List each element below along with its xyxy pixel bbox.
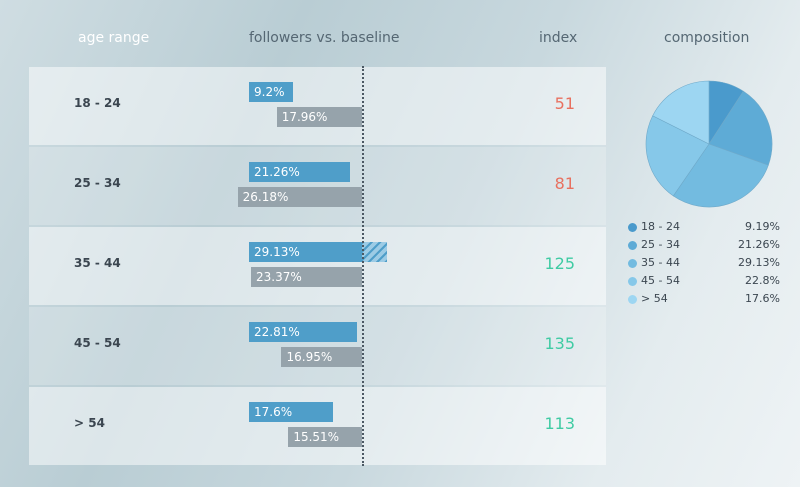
table-row: 18 - 24 9.2% 17.96% 51 xyxy=(29,67,606,145)
legend-item: 25 - 34 21.26% xyxy=(628,237,780,255)
table-row: > 54 17.6% 15.51% 113 xyxy=(29,387,606,465)
legend-label: 25 - 34 xyxy=(641,238,680,251)
followers-bar-fill xyxy=(249,322,358,342)
index-value: 135 xyxy=(544,334,575,353)
baseline-divider xyxy=(362,66,364,466)
legend-item: 35 - 44 29.13% xyxy=(628,255,780,273)
baseline-bar: 17.96% xyxy=(276,107,362,127)
pie-slice xyxy=(672,143,769,208)
pie-slice xyxy=(652,80,710,145)
age-range-label: > 54 xyxy=(74,416,105,430)
legend-swatch xyxy=(628,259,637,268)
composition-pie-chart xyxy=(645,80,773,208)
pie-slice xyxy=(645,115,710,197)
followers-bar-fill xyxy=(249,82,293,102)
legend-swatch xyxy=(628,277,637,286)
baseline-value-label: 16.95% xyxy=(286,350,333,364)
baseline-bar: 26.18% xyxy=(237,187,362,207)
baseline-bar-fill xyxy=(250,267,362,287)
index-value: 81 xyxy=(554,174,575,193)
followers-bar-fill xyxy=(249,242,362,262)
followers-bar-excess xyxy=(362,242,388,262)
legend-label: > 54 xyxy=(641,292,668,305)
pie-slice xyxy=(708,90,773,166)
followers-bar: 22.81% xyxy=(249,322,358,342)
age-range-label: 45 - 54 xyxy=(74,336,121,350)
legend-value: 17.6% xyxy=(745,292,780,305)
legend-item: 18 - 24 9.19% xyxy=(628,219,780,237)
legend-swatch xyxy=(628,295,637,304)
legend-item: 45 - 54 22.8% xyxy=(628,273,780,291)
baseline-value-label: 26.18% xyxy=(242,190,289,204)
header-followers-vs-baseline: followers vs. baseline xyxy=(249,30,400,46)
age-range-label: 18 - 24 xyxy=(74,96,121,110)
composition-legend: 18 - 24 9.19% 25 - 34 21.26% 35 - 44 29.13% 45… xyxy=(628,219,780,309)
followers-value-label: 29.13% xyxy=(254,245,300,259)
legend-label: 45 - 54 xyxy=(641,274,680,287)
baseline-value-label: 23.37% xyxy=(255,270,302,284)
baseline-bar-fill xyxy=(276,107,362,127)
legend-swatch xyxy=(628,223,637,232)
index-value: 113 xyxy=(544,414,575,433)
followers-bar-fill xyxy=(249,402,333,422)
table-row: 45 - 54 22.81% 16.95% 135 xyxy=(29,307,606,385)
followers-bar: 17.6% xyxy=(249,402,333,422)
legend-value: 29.13% xyxy=(738,256,780,269)
legend-label: 18 - 24 xyxy=(641,220,680,233)
baseline-bar: 16.95% xyxy=(281,347,362,367)
header-composition: composition xyxy=(664,30,750,46)
header-age-range: age range xyxy=(78,30,150,46)
index-value: 125 xyxy=(544,254,575,273)
table-row: 35 - 44 29.13% 23.37% 125 xyxy=(29,227,606,305)
baseline-bar-fill xyxy=(288,427,362,447)
baseline-bar: 23.37% xyxy=(250,267,362,287)
legend-item: > 54 17.6% xyxy=(628,291,780,309)
legend-value: 22.8% xyxy=(745,274,780,287)
followers-value-label: 21.26% xyxy=(254,165,300,179)
legend-swatch xyxy=(628,241,637,250)
baseline-bar-fill xyxy=(237,187,362,207)
baseline-bar: 15.51% xyxy=(288,427,362,447)
legend-label: 35 - 44 xyxy=(641,256,680,269)
followers-bar: 9.2% xyxy=(249,82,293,102)
followers-bar: 21.26% xyxy=(249,162,350,182)
header-index: index xyxy=(539,30,578,46)
index-value: 51 xyxy=(554,94,575,113)
followers-value-label: 22.81% xyxy=(254,325,300,339)
age-range-label: 35 - 44 xyxy=(74,256,121,270)
followers-bar-fill xyxy=(249,162,350,182)
followers-bar: 29.13% xyxy=(249,242,388,262)
legend-value: 9.19% xyxy=(745,220,780,233)
followers-value-label: 9.2% xyxy=(254,85,285,99)
baseline-value-label: 15.51% xyxy=(293,430,340,444)
baseline-value-label: 17.96% xyxy=(281,110,328,124)
table-row: 25 - 34 21.26% 26.18% 81 xyxy=(29,147,606,225)
legend-value: 21.26% xyxy=(738,238,780,251)
age-range-label: 25 - 34 xyxy=(74,176,121,190)
baseline-bar-fill xyxy=(281,347,362,367)
followers-value-label: 17.6% xyxy=(254,405,293,419)
